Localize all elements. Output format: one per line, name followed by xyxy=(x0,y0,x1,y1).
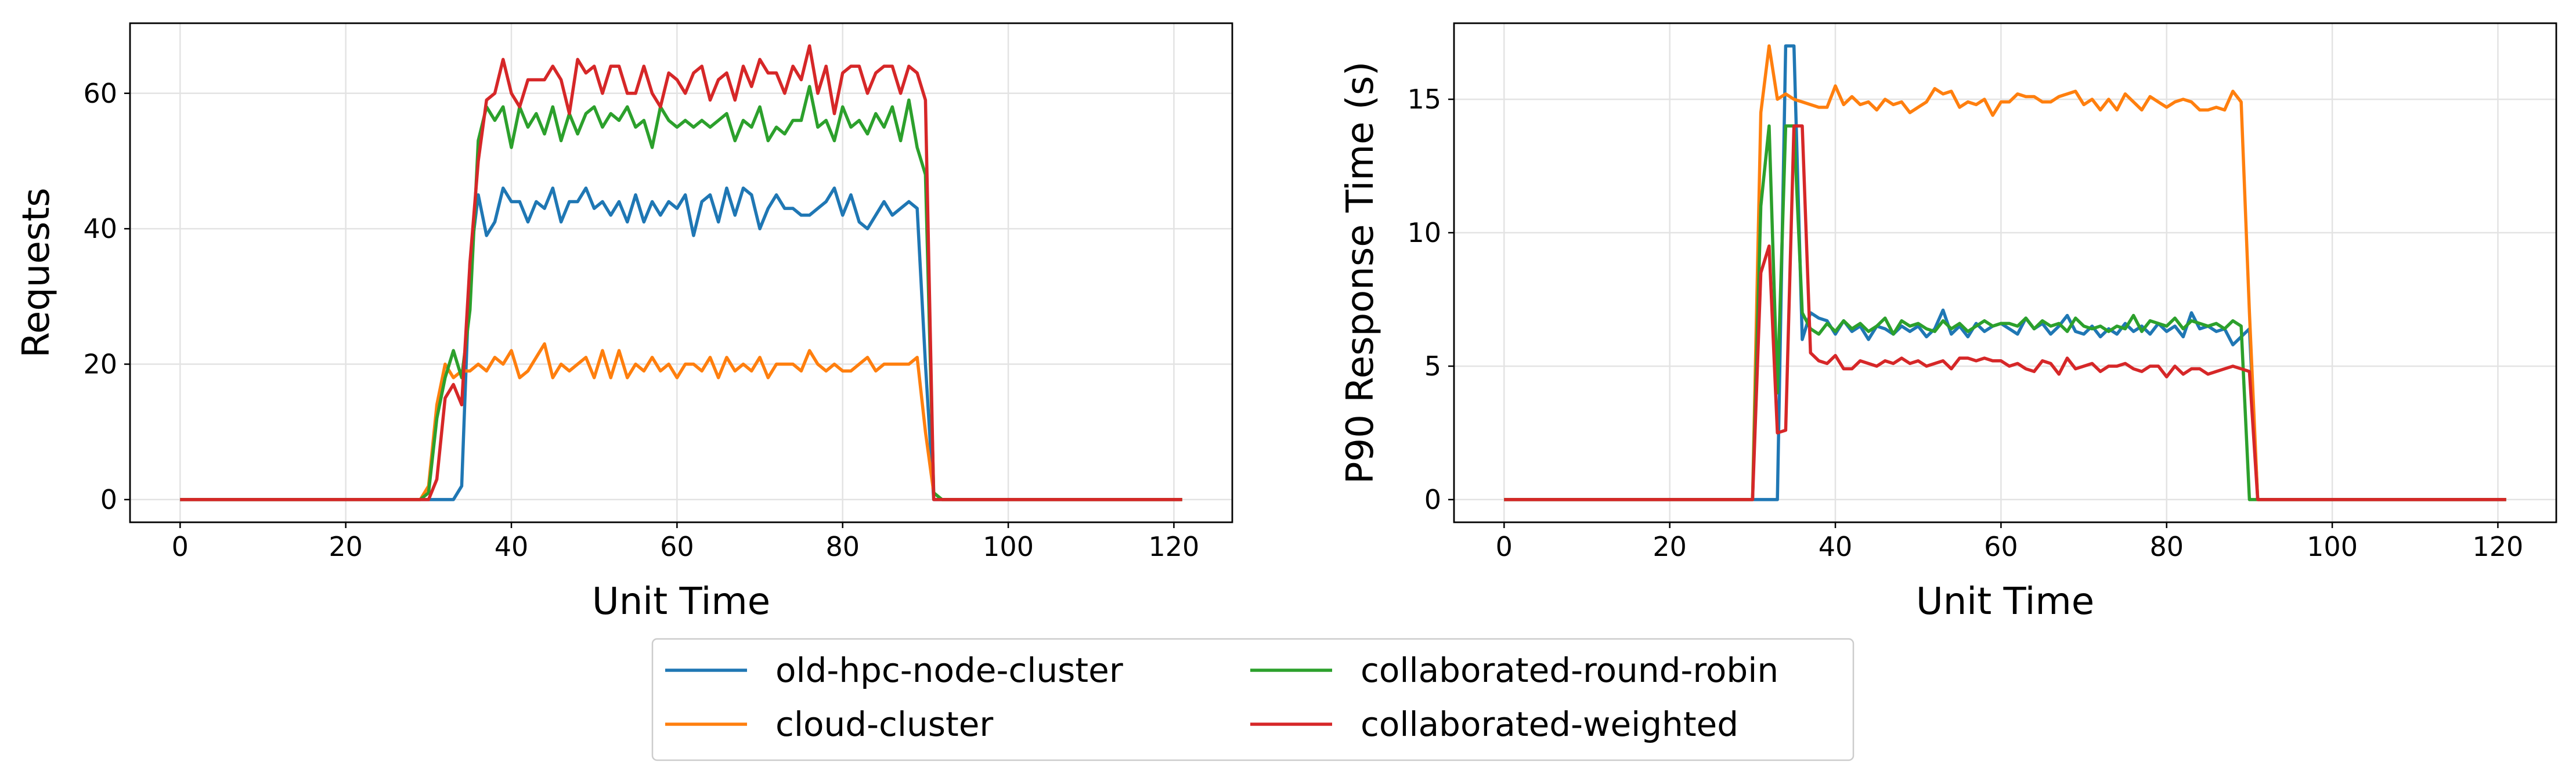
y-tick-label: 0 xyxy=(1424,484,1441,515)
x-tick-label: 20 xyxy=(329,531,363,562)
x-tick-label: 60 xyxy=(1984,531,2018,562)
axes-frame xyxy=(1453,22,2557,523)
series-line xyxy=(180,85,1182,501)
legend-label: collaborated-round-robin xyxy=(1361,651,1778,690)
series-line xyxy=(180,44,1182,501)
series-line xyxy=(1504,44,2506,501)
x-tick-label: 40 xyxy=(1819,531,1853,562)
y-tick-label: 20 xyxy=(83,349,117,380)
legend: old-hpc-node-cluster cloud-cluster collabo… xyxy=(651,638,1855,761)
legend-label: cloud-cluster xyxy=(775,704,993,744)
x-tick-label: 0 xyxy=(172,531,189,562)
series-line xyxy=(1504,124,2506,501)
x-axis-label: Unit Time xyxy=(1916,580,2094,623)
y-axis-label: Requests xyxy=(15,187,58,357)
x-tick-label: 120 xyxy=(2473,531,2524,562)
x-tick-label: 60 xyxy=(660,531,694,562)
x-tick-label: 120 xyxy=(1149,531,1200,562)
y-tick-label: 15 xyxy=(1407,84,1441,115)
y-axis-label: P90 Response Time (s) xyxy=(1339,62,1382,484)
x-tick-label: 100 xyxy=(983,531,1034,562)
y-tick-label: 60 xyxy=(83,78,117,109)
x-tick-label: 20 xyxy=(1653,531,1687,562)
x-tick-label: 0 xyxy=(1496,531,1513,562)
x-tick-label: 80 xyxy=(2149,531,2184,562)
legend-label: old-hpc-node-cluster xyxy=(775,651,1123,690)
legend-frame xyxy=(651,638,1855,761)
series-line xyxy=(180,186,1182,501)
y-tick-label: 10 xyxy=(1407,217,1441,248)
series-line xyxy=(1504,124,2506,501)
x-axis-label: Unit Time xyxy=(592,580,770,623)
x-tick-label: 40 xyxy=(495,531,529,562)
axes-frame xyxy=(129,22,1233,523)
x-tick-label: 100 xyxy=(2307,531,2358,562)
series-line xyxy=(180,342,1182,501)
y-tick-label: 40 xyxy=(83,213,117,244)
series-line xyxy=(1504,44,2506,501)
x-tick-label: 80 xyxy=(825,531,860,562)
y-tick-label: 5 xyxy=(1424,351,1441,382)
legend-label: collaborated-weighted xyxy=(1361,704,1738,744)
y-tick-label: 0 xyxy=(100,484,117,515)
